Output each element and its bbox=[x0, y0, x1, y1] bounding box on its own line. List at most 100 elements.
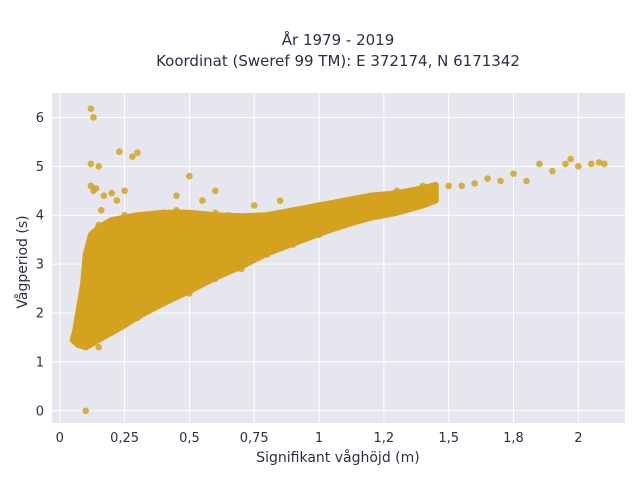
data-point bbox=[341, 221, 349, 229]
data-point bbox=[225, 236, 232, 243]
data-point bbox=[100, 192, 108, 199]
data-point bbox=[595, 159, 603, 166]
data-point bbox=[315, 202, 323, 209]
data-point bbox=[289, 207, 297, 214]
data-point bbox=[87, 105, 95, 112]
data-point bbox=[225, 211, 232, 219]
data-point bbox=[160, 231, 167, 239]
data-point bbox=[393, 187, 401, 195]
y-tick-label: 4 bbox=[36, 209, 44, 224]
data-point bbox=[97, 207, 105, 214]
data-point bbox=[567, 155, 574, 163]
data-point bbox=[108, 241, 115, 248]
data-point bbox=[82, 407, 90, 415]
tick-labels: 0 0,25 0,5 0,75 1 1,2 1,5 1,8 2 0 1 2 3 4 5 6 bbox=[36, 111, 583, 446]
data-point bbox=[263, 211, 271, 219]
data-point bbox=[237, 214, 245, 221]
data-point bbox=[90, 251, 97, 258]
data-point bbox=[367, 211, 375, 219]
data-point bbox=[276, 197, 284, 204]
y-tick-label: 1 bbox=[36, 355, 44, 370]
x-tick-label: 1 bbox=[315, 431, 323, 446]
data-point bbox=[82, 343, 90, 351]
data-point bbox=[90, 114, 97, 121]
data-point bbox=[341, 197, 349, 204]
data-point bbox=[108, 189, 115, 197]
data-point bbox=[82, 324, 90, 331]
data-point bbox=[432, 194, 440, 202]
y-tick-label: 5 bbox=[36, 160, 44, 175]
data-point bbox=[87, 182, 95, 190]
data-point bbox=[95, 221, 102, 229]
data-point bbox=[84, 309, 92, 317]
data-point bbox=[471, 180, 478, 187]
data-point bbox=[74, 334, 82, 341]
data-point bbox=[95, 343, 102, 351]
x-tick-label: 0 bbox=[56, 431, 64, 446]
data-point bbox=[212, 275, 219, 283]
data-point bbox=[87, 295, 95, 302]
data-point bbox=[536, 160, 543, 168]
data-point bbox=[575, 163, 582, 170]
data-point bbox=[263, 251, 271, 258]
data-point bbox=[108, 329, 115, 336]
data-point bbox=[147, 211, 154, 219]
data-point bbox=[173, 292, 180, 300]
data-point bbox=[199, 211, 206, 219]
data-point bbox=[87, 265, 95, 273]
y-tick-label: 3 bbox=[36, 258, 44, 273]
data-point bbox=[134, 314, 141, 322]
data-point bbox=[160, 299, 167, 307]
y-tick-label: 6 bbox=[36, 111, 44, 126]
x-tick-label: 0,5 bbox=[179, 431, 200, 446]
data-point bbox=[523, 177, 530, 185]
data-point bbox=[186, 211, 193, 219]
data-point bbox=[173, 207, 180, 214]
data-points bbox=[72, 105, 608, 415]
chart-subtitle: Koordinat (Sweref 99 TM): E 372174, N 61… bbox=[156, 52, 520, 70]
data-point bbox=[250, 202, 258, 209]
y-axis-title: Vågperiod (s) bbox=[14, 215, 31, 308]
data-point bbox=[587, 160, 595, 168]
data-point bbox=[121, 285, 128, 292]
data-point bbox=[87, 160, 95, 168]
data-point bbox=[199, 251, 206, 258]
data-point bbox=[289, 241, 297, 248]
x-tick-label: 1,5 bbox=[438, 431, 459, 446]
data-point bbox=[186, 172, 193, 180]
data-point bbox=[173, 192, 180, 199]
data-point bbox=[549, 167, 556, 175]
y-tick-label: 2 bbox=[36, 307, 44, 322]
data-point bbox=[458, 182, 465, 190]
data-point bbox=[116, 148, 123, 155]
data-point bbox=[445, 182, 452, 190]
x-tick-label: 1,2 bbox=[374, 431, 395, 446]
data-point bbox=[129, 153, 136, 160]
data-point bbox=[121, 187, 128, 195]
data-point bbox=[562, 160, 569, 168]
data-point bbox=[484, 175, 491, 182]
data-point bbox=[134, 149, 141, 156]
data-point bbox=[497, 177, 504, 185]
x-tick-label: 1,8 bbox=[503, 431, 524, 446]
data-point bbox=[510, 170, 517, 177]
data-point bbox=[237, 265, 245, 273]
data-point bbox=[186, 290, 193, 297]
data-point bbox=[121, 211, 128, 219]
x-axis-title: Signifikant våghöjd (m) bbox=[256, 449, 419, 466]
data-point bbox=[77, 329, 84, 336]
data-point bbox=[600, 160, 608, 168]
y-tick-label: 0 bbox=[36, 404, 44, 419]
data-point bbox=[92, 236, 100, 243]
data-point bbox=[134, 216, 141, 224]
data-point bbox=[147, 265, 154, 273]
data-point bbox=[419, 182, 427, 190]
data-point bbox=[199, 197, 206, 204]
data-point bbox=[212, 187, 219, 195]
data-point bbox=[367, 192, 375, 199]
chart-title: År 1979 - 2019 bbox=[282, 30, 395, 49]
data-point bbox=[92, 185, 100, 192]
data-point bbox=[79, 339, 87, 346]
